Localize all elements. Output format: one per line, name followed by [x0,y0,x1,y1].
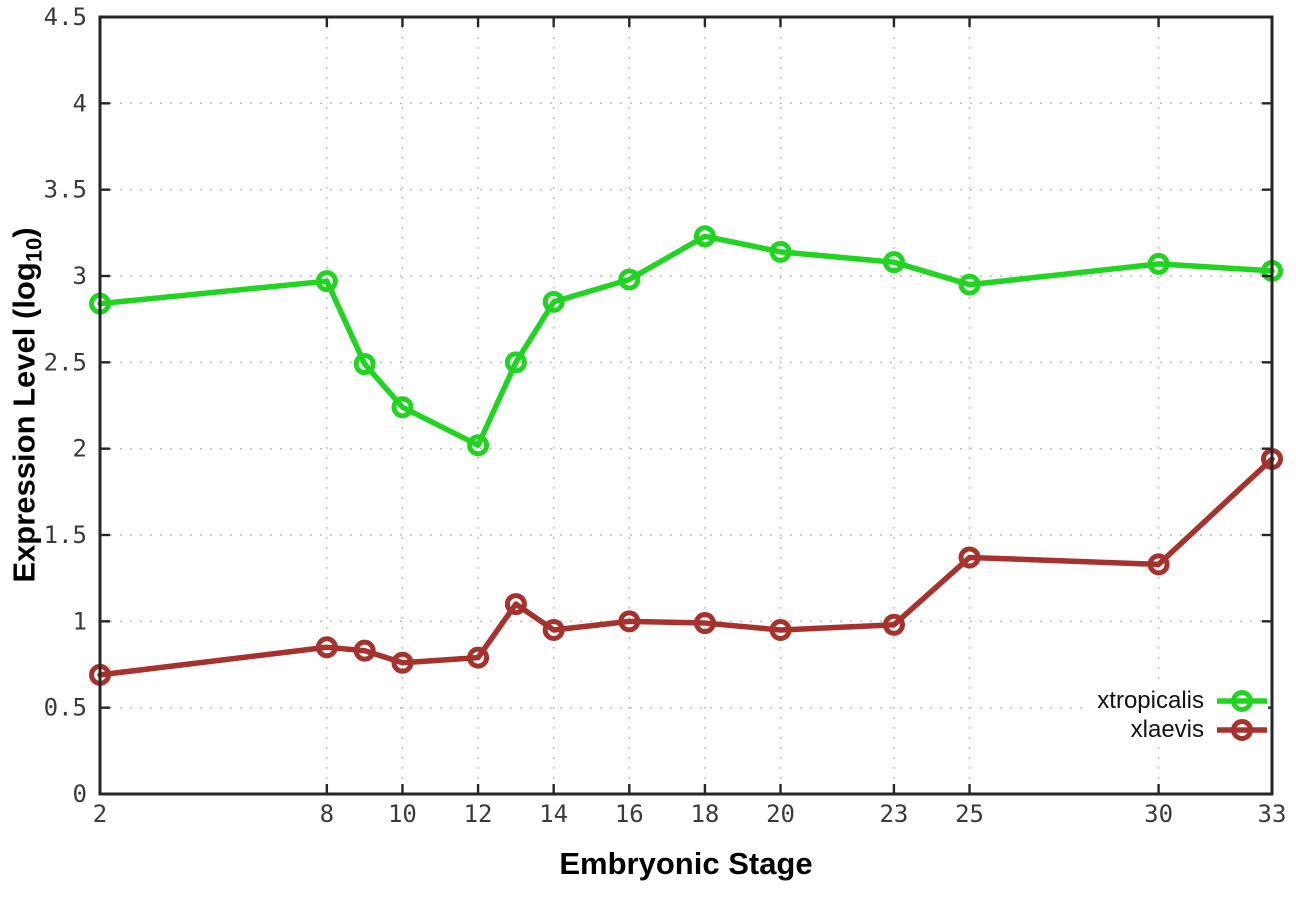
data-point [391,396,414,419]
plot-border [98,15,1274,796]
data-point [769,240,792,263]
x-tick-label: 23 [879,800,908,828]
line-circle-marker-icon [1217,718,1267,741]
data-point [693,225,716,248]
y-tick-label: 3.5 [44,176,87,204]
x-tick-label: 12 [464,800,493,828]
data-point [467,434,490,457]
data-point [353,353,376,376]
x-tick-label: 14 [539,800,568,828]
line-circle-marker-icon [1217,689,1267,712]
data-point [353,639,376,662]
y-tick-label: 0.5 [44,694,87,722]
data-point [958,546,981,569]
data-point [769,618,792,641]
x-tick-label: 8 [320,800,334,828]
legend-item-xtropicalis: xtropicalis [1097,686,1268,715]
x-tick-label: 25 [955,800,984,828]
data-point [542,290,565,313]
y-tick-label: 3 [73,262,87,290]
y-axis-title: Expression Level (log10) [7,227,48,582]
gridlines [100,17,1272,794]
data-point [504,351,527,374]
data-point [391,651,414,674]
data-point [1147,553,1170,576]
y-tick-label: 4 [73,89,87,117]
y-axis-title-close: ) [6,227,42,238]
y-axis-title-main: Expression Level (log [6,262,42,583]
x-tick-label: 18 [690,800,719,828]
data-point [315,636,338,659]
y-axis-title-subscript: 10 [21,237,47,263]
y-tick-label: 0 [73,780,87,808]
data-point [882,251,905,274]
y-tick-labels: 0 0.5 1 1.5 2 2.5 3 3.5 4 4.5 [44,3,87,808]
series-line-xlaevis [97,456,1275,678]
legend: xtropicalis xlaevis [1083,684,1268,746]
data-point [958,273,981,296]
y-tick-label: 1 [73,607,87,635]
x-tick-label: 33 [1258,800,1287,828]
x-tick-label: 20 [766,800,795,828]
x-tick-label: 30 [1144,800,1173,828]
tick-marks [98,15,1274,796]
legend-item-xlaevis: xlaevis [1097,715,1268,744]
y-tick-label: 2.5 [44,348,87,376]
data-point [618,610,641,633]
x-tick-label: 16 [615,800,644,828]
series-points-xtropicalis [89,225,1283,457]
data-point [542,618,565,641]
y-tick-label: 1.5 [44,521,87,549]
data-point [467,646,490,669]
axes [98,15,1274,796]
x-axis-title: Embryonic Stage [559,846,813,881]
data-point [315,270,338,293]
data-point [693,612,716,635]
y-tick-label: 4.5 [44,3,87,31]
data-point [882,613,905,636]
x-tick-label: 10 [388,800,417,828]
x-tick-label: 2 [93,800,107,828]
series-points-xlaevis [89,448,1283,686]
x-tick-labels: 2 8 10 12 14 16 18 20 23 25 30 33 [93,800,1287,828]
data-point [618,268,641,291]
series-line-xtropicalis [97,233,1275,448]
legend-label-xlaevis: xlaevis [1130,715,1204,743]
legend-label-xtropicalis: xtropicalis [1097,686,1204,714]
y-tick-label: 2 [73,435,87,463]
data-point [1147,252,1170,275]
data-point [504,593,527,616]
